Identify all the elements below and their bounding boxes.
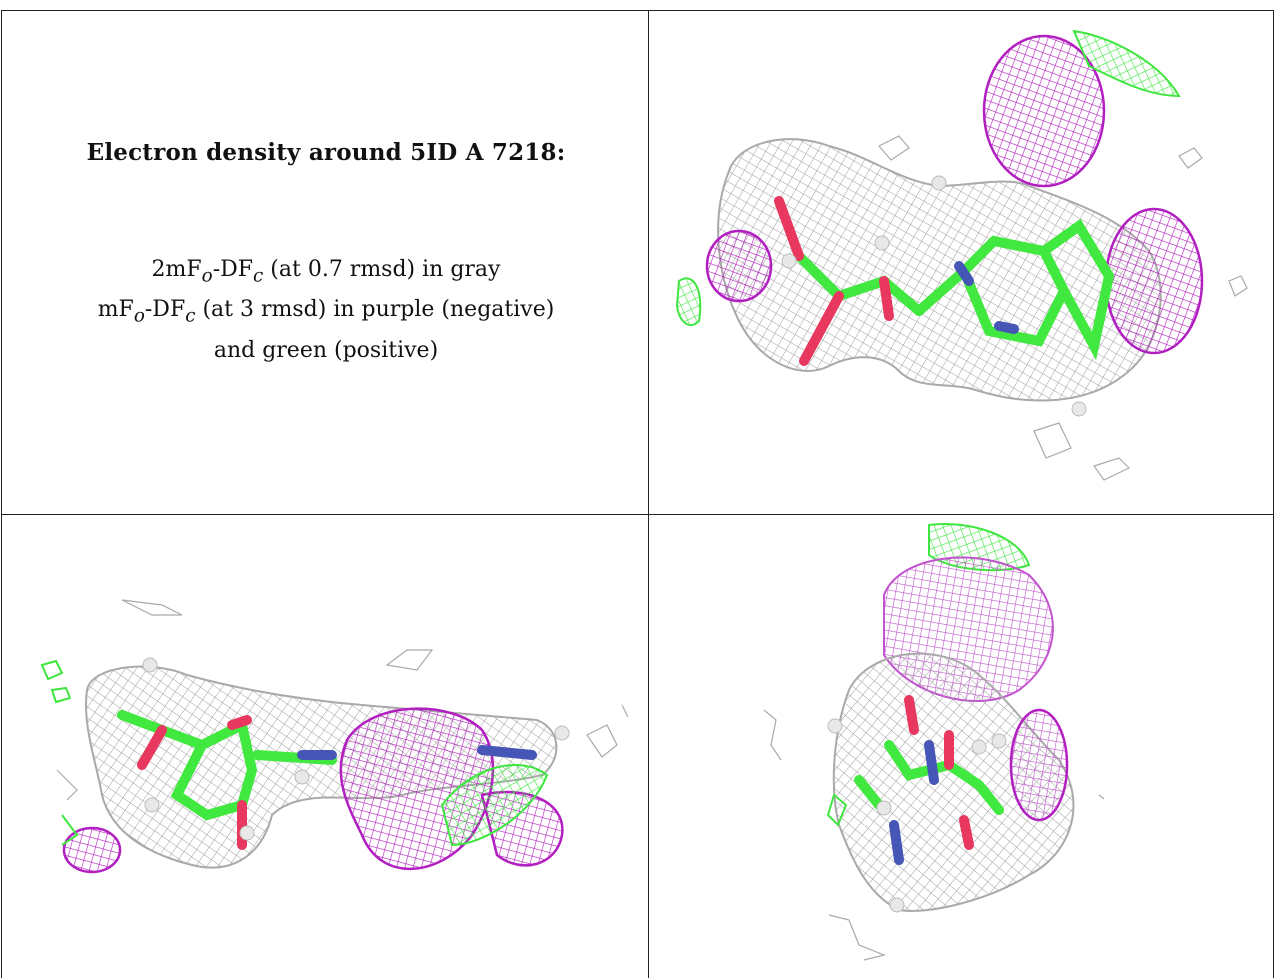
density-image-2: [40, 599, 629, 874]
negative-density-blob-right: [1104, 207, 1204, 355]
gray-density-mesh: [717, 138, 1162, 402]
hydrogen-atoms: [781, 175, 1087, 417]
legend-line-gray: 2mFo-DFc (at 0.7 rmsd) in gray: [151, 257, 501, 287]
table-border-middle: [1, 514, 1274, 515]
negative-density-blob-small: [62, 826, 122, 874]
positive-density-top: [1072, 29, 1181, 98]
hydrogen-atoms: [827, 718, 1007, 913]
positive-density-fragment: [61, 814, 79, 846]
positive-density-left: [826, 793, 848, 827]
positive-density-wedge: [440, 764, 549, 847]
caption-cell: Electron density around 5ID A 7218: 2mFo…: [2, 11, 648, 514]
negative-density-blob-right: [1009, 708, 1069, 822]
molecule-model: [117, 710, 537, 850]
figure-legend: 2mFo-DFc (at 0.7 rmsd) in gray mFo-DFc (…: [2, 253, 648, 368]
density-image-3: [763, 523, 1105, 961]
positive-density-left: [40, 659, 72, 704]
mesh-fragments: [763, 709, 1105, 961]
legend-line-green: and green (positive): [213, 337, 439, 363]
mesh-fragments: [878, 135, 1248, 481]
legend-line-difference: mFo-DFc (at 3 rmsd) in purple (negative): [97, 297, 555, 327]
table-border-right: [1273, 10, 1274, 978]
density-image-1: [675, 29, 1248, 481]
table-border-middle: [648, 10, 649, 978]
hydrogen-atoms: [142, 657, 570, 841]
density-view-bottom-left: [2, 515, 648, 978]
negative-density-blob-left: [705, 229, 773, 303]
positive-density-left: [675, 277, 702, 326]
mesh-fragments: [56, 599, 629, 801]
molecule-model: [774, 196, 1115, 366]
figure-title: Electron density around 5ID A 7218:: [86, 139, 566, 166]
molecule-model: [854, 695, 1004, 865]
density-view-top-right: [649, 11, 1273, 514]
negative-density-blob-top: [982, 34, 1106, 188]
table-border-top: [1, 10, 1274, 11]
table-border-left: [1, 10, 2, 978]
density-view-bottom-right: [649, 515, 1273, 978]
